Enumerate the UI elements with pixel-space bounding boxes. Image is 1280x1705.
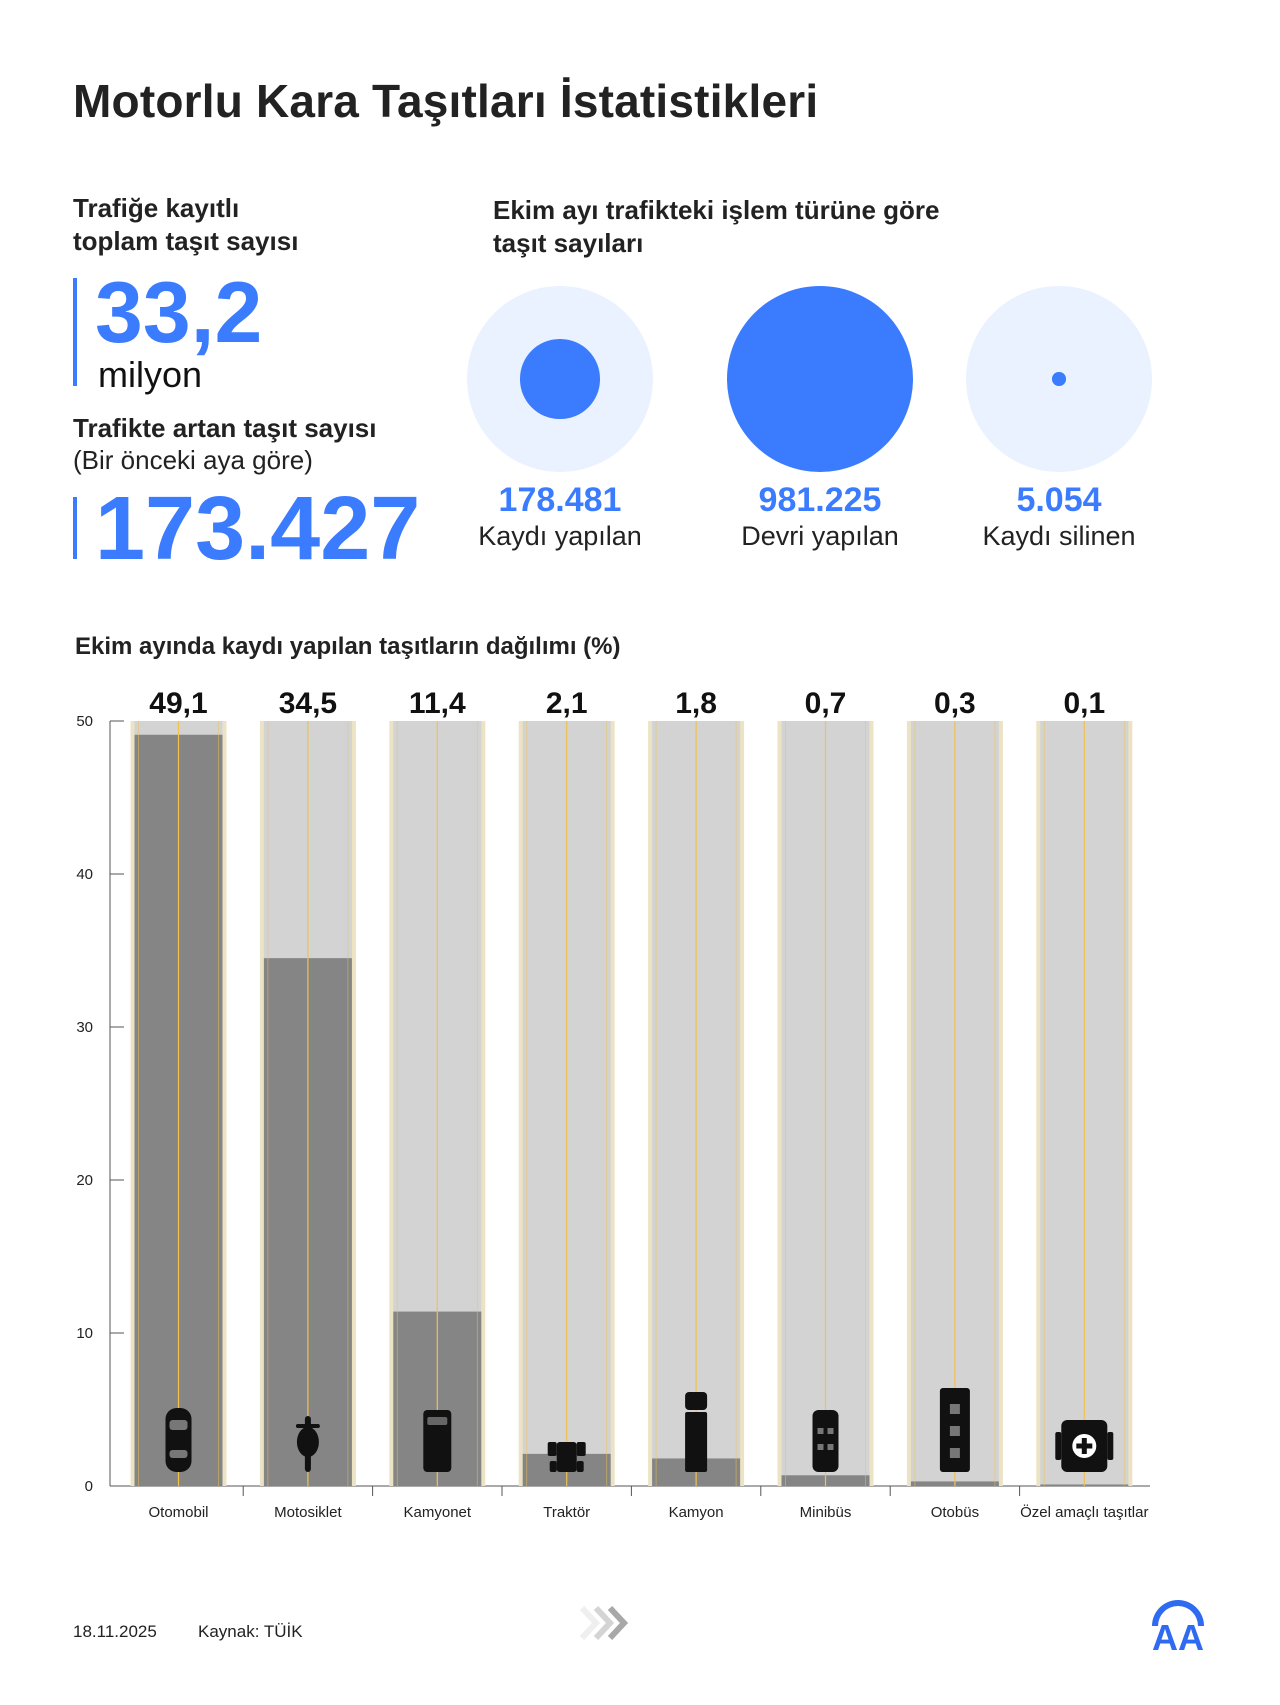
truck-icon xyxy=(685,1392,708,1472)
aa-logo-icon: AA xyxy=(1152,1600,1204,1658)
increase-value: 173.427 xyxy=(95,479,421,579)
bar-value-label: 0,1 xyxy=(1063,687,1105,720)
registered-label-line1: Trafiğe kayıtlı xyxy=(73,193,240,223)
category-label: Traktör xyxy=(543,1504,590,1521)
chevrons-icon xyxy=(579,1605,629,1641)
transactions-title-line1: Ekim ayı trafikteki işlem türüne göre xyxy=(493,195,940,225)
car-icon xyxy=(165,1408,192,1472)
category-label: Otomobil xyxy=(148,1504,208,1521)
category-label: Minibüs xyxy=(800,1504,852,1521)
bar-value-label: 34,5 xyxy=(279,687,337,720)
transferred-count-label: Devri yapılan xyxy=(741,521,899,551)
y-tick-label: 0 xyxy=(85,1478,93,1495)
bar-value-label: 11,4 xyxy=(409,687,466,720)
increase-accent-bar xyxy=(73,497,77,559)
circle-transferred xyxy=(727,286,913,472)
footer-source: Kaynak: TÜİK xyxy=(198,1622,303,1641)
y-tick-label: 50 xyxy=(76,713,93,730)
bar-value-label: 1,8 xyxy=(675,687,717,720)
category-label: Motosiklet xyxy=(274,1504,342,1521)
deleted-count-label: Kaydı silinen xyxy=(982,521,1136,551)
category-label: Kamyonet xyxy=(404,1504,472,1521)
bar-value-label: 0,7 xyxy=(805,687,847,720)
motorcycle-icon xyxy=(295,1416,320,1472)
y-tick-label: 30 xyxy=(76,1019,93,1036)
page-title: Motorlu Kara Taşıtları İstatistikleri xyxy=(73,75,819,127)
circle-deleted-fill xyxy=(1052,372,1066,386)
category-label: Özel amaçlı taşıtlar xyxy=(1020,1503,1148,1521)
aa-logo: AA xyxy=(1148,1596,1208,1658)
circle-registered-fill xyxy=(520,339,600,419)
registered-unit: milyon xyxy=(98,354,203,395)
footer-date: 18.11.2025 xyxy=(73,1622,157,1641)
y-tick-label: 40 xyxy=(76,866,93,883)
circle-deleted xyxy=(966,286,1152,472)
distribution-bar-chart: 0 10 20 30 40 50 49,1 Otomobil 34,5 Motosiklet 11,… xyxy=(76,687,1150,1521)
bar-value-label: 0,3 xyxy=(934,687,976,720)
increase-label-line2: (Bir önceki aya göre) xyxy=(73,445,313,475)
tractor-icon xyxy=(547,1442,586,1472)
registered-label-line2: toplam taşıt sayısı xyxy=(73,226,299,256)
y-tick-label: 10 xyxy=(76,1325,93,1342)
y-tick-label: 20 xyxy=(76,1172,93,1189)
circle-registered xyxy=(467,286,653,472)
circle-transferred-fill xyxy=(727,286,913,472)
bus-icon xyxy=(939,1388,970,1472)
special-vehicle-icon xyxy=(1055,1420,1114,1472)
category-label: Kamyon xyxy=(669,1504,724,1521)
pickup-icon xyxy=(423,1410,452,1472)
registered-count-value: 178.481 xyxy=(498,481,622,519)
chart-title: Ekim ayında kaydı yapılan taşıtların dağ… xyxy=(75,633,621,660)
transactions-title-line2: taşıt sayıları xyxy=(493,228,644,258)
bar-value-label: 49,1 xyxy=(149,687,207,720)
minibus-icon xyxy=(812,1410,839,1472)
deleted-count-value: 5.054 xyxy=(1016,481,1102,519)
bar-value-label: 2,1 xyxy=(546,687,588,720)
aa-logo-text: AA xyxy=(1152,1617,1204,1656)
registered-accent-bar xyxy=(73,278,77,386)
category-label: Otobüs xyxy=(931,1504,979,1521)
transferred-count-value: 981.225 xyxy=(758,481,882,519)
registered-count-label: Kaydı yapılan xyxy=(478,521,642,551)
increase-label-line1: Trafikte artan taşıt sayısı xyxy=(73,413,377,443)
registered-value: 33,2 xyxy=(95,265,263,361)
